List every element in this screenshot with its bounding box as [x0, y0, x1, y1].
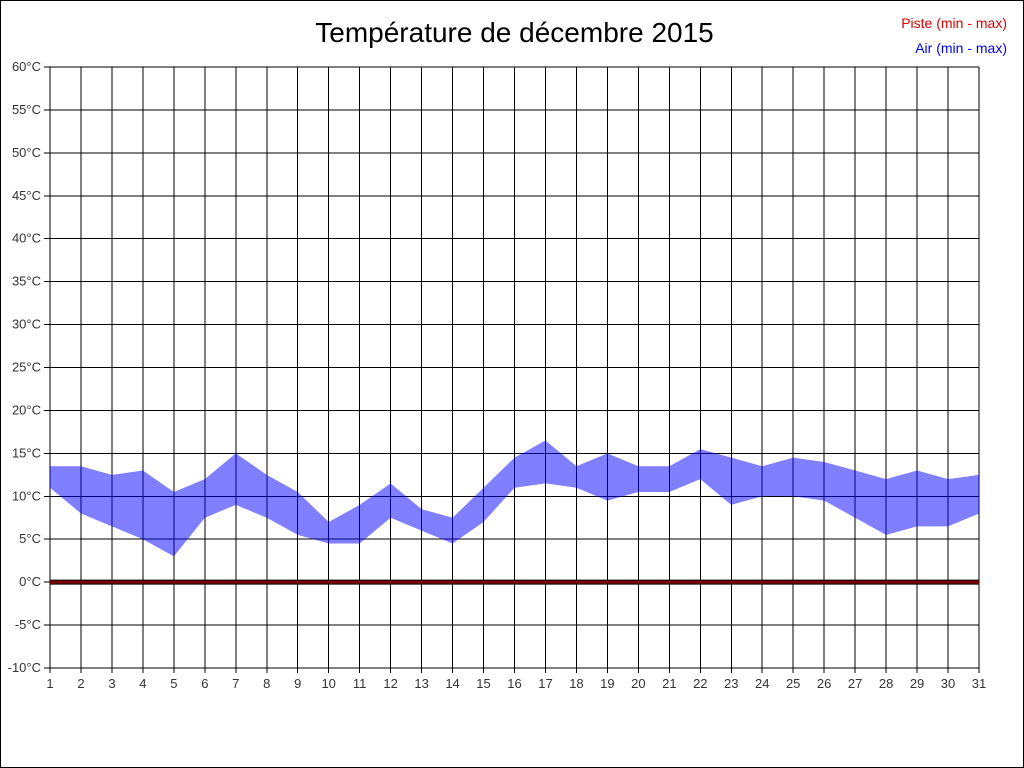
- chart-title: Température de décembre 2015: [315, 17, 714, 48]
- y-tick-label: 40°C: [12, 231, 41, 246]
- x-tick-label: 7: [232, 676, 239, 691]
- y-tick-label: 10°C: [12, 488, 41, 503]
- x-tick-label: 20: [631, 676, 645, 691]
- x-tick-label: 3: [108, 676, 115, 691]
- y-tick-label: 20°C: [12, 402, 41, 417]
- y-tick-label: 5°C: [19, 531, 41, 546]
- x-tick-label: 19: [600, 676, 614, 691]
- x-tick-label: 21: [662, 676, 676, 691]
- x-tick-label: 16: [507, 676, 521, 691]
- x-tick-label: 1: [46, 676, 53, 691]
- x-tick-label: 22: [693, 676, 707, 691]
- x-tick-label: 17: [538, 676, 552, 691]
- x-tick-label: 11: [353, 676, 367, 691]
- x-tick-label: 13: [414, 676, 428, 691]
- x-tick-label: 6: [201, 676, 208, 691]
- air-band: [50, 440, 979, 557]
- x-tick-label: 29: [910, 676, 924, 691]
- x-tick-label: 14: [445, 676, 459, 691]
- y-tick-label: -5°C: [15, 617, 41, 632]
- x-tick-label: 30: [941, 676, 955, 691]
- y-tick-label: 45°C: [12, 188, 41, 203]
- y-tick-label: 15°C: [12, 445, 41, 460]
- y-tick-label: 0°C: [19, 574, 41, 589]
- x-tick-label: 31: [972, 676, 986, 691]
- x-tick-label: 4: [139, 676, 146, 691]
- chart-legend: Piste (min - max) Air (min - max): [901, 11, 1007, 61]
- x-tick-label: 27: [848, 676, 862, 691]
- y-tick-label: 30°C: [12, 317, 41, 332]
- y-tick-label: 35°C: [12, 274, 41, 289]
- x-tick-label: 10: [321, 676, 335, 691]
- x-tick-label: 15: [476, 676, 490, 691]
- x-tick-label: 2: [77, 676, 84, 691]
- y-tick-label: 25°C: [12, 360, 41, 375]
- x-tick-label: 9: [294, 676, 301, 691]
- y-tick-label: 60°C: [12, 59, 41, 74]
- y-tick-label: 50°C: [12, 145, 41, 160]
- x-tick-label: 5: [170, 676, 177, 691]
- x-tick-label: 26: [817, 676, 831, 691]
- y-tick-label: -10°C: [8, 660, 41, 675]
- x-tick-label: 25: [786, 676, 800, 691]
- x-tick-label: 12: [383, 676, 397, 691]
- y-tick-label: 55°C: [12, 102, 41, 117]
- x-tick-label: 8: [263, 676, 270, 691]
- x-tick-label: 24: [755, 676, 769, 691]
- x-tick-label: 23: [724, 676, 738, 691]
- legend-piste-label: Piste (min - max): [901, 15, 1007, 31]
- x-tick-label: 28: [879, 676, 893, 691]
- legend-air-label: Air (min - max): [915, 40, 1007, 56]
- x-tick-label: 18: [569, 676, 583, 691]
